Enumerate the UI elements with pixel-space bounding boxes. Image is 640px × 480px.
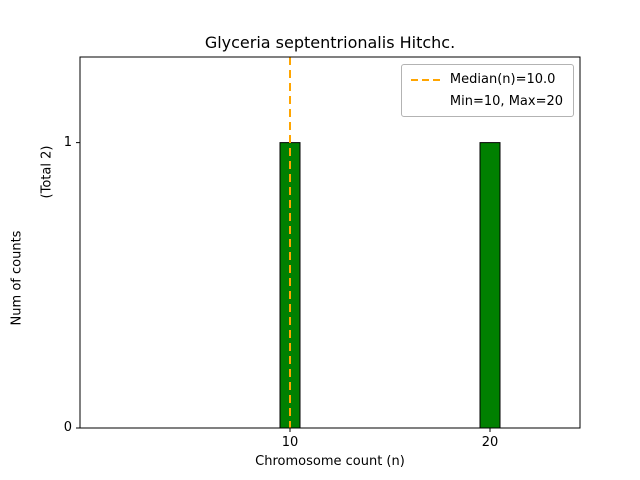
y-tick-label: 1	[63, 134, 72, 150]
y-axis-label: Num of counts	[9, 230, 25, 326]
legend-entry-median-label: Median(n)=10.0	[449, 72, 556, 87]
legend-sample-spacer	[411, 101, 441, 103]
legend-entry-minmax: Min=10, Max=20	[411, 92, 563, 111]
x-tick-label: 20	[481, 435, 499, 450]
legend: Median(n)=10.0 Min=10, Max=20	[400, 64, 574, 117]
x-axis-label: Chromosome count (n)	[255, 454, 405, 469]
median-line-sample-icon	[410, 78, 441, 81]
y-axis-total-label: (Total 2)	[39, 145, 55, 199]
legend-entry-minmax-label: Min=10, Max=20	[449, 94, 563, 109]
chart-title: Glyceria septentrionalis Hitchc.	[204, 33, 456, 52]
y-tick-label: 0	[63, 420, 72, 435]
axes-spines	[79, 56, 581, 429]
x-tick-label: 10	[281, 435, 299, 450]
legend-entry-median: Median(n)=10.0	[410, 70, 563, 89]
bar	[479, 142, 501, 429]
